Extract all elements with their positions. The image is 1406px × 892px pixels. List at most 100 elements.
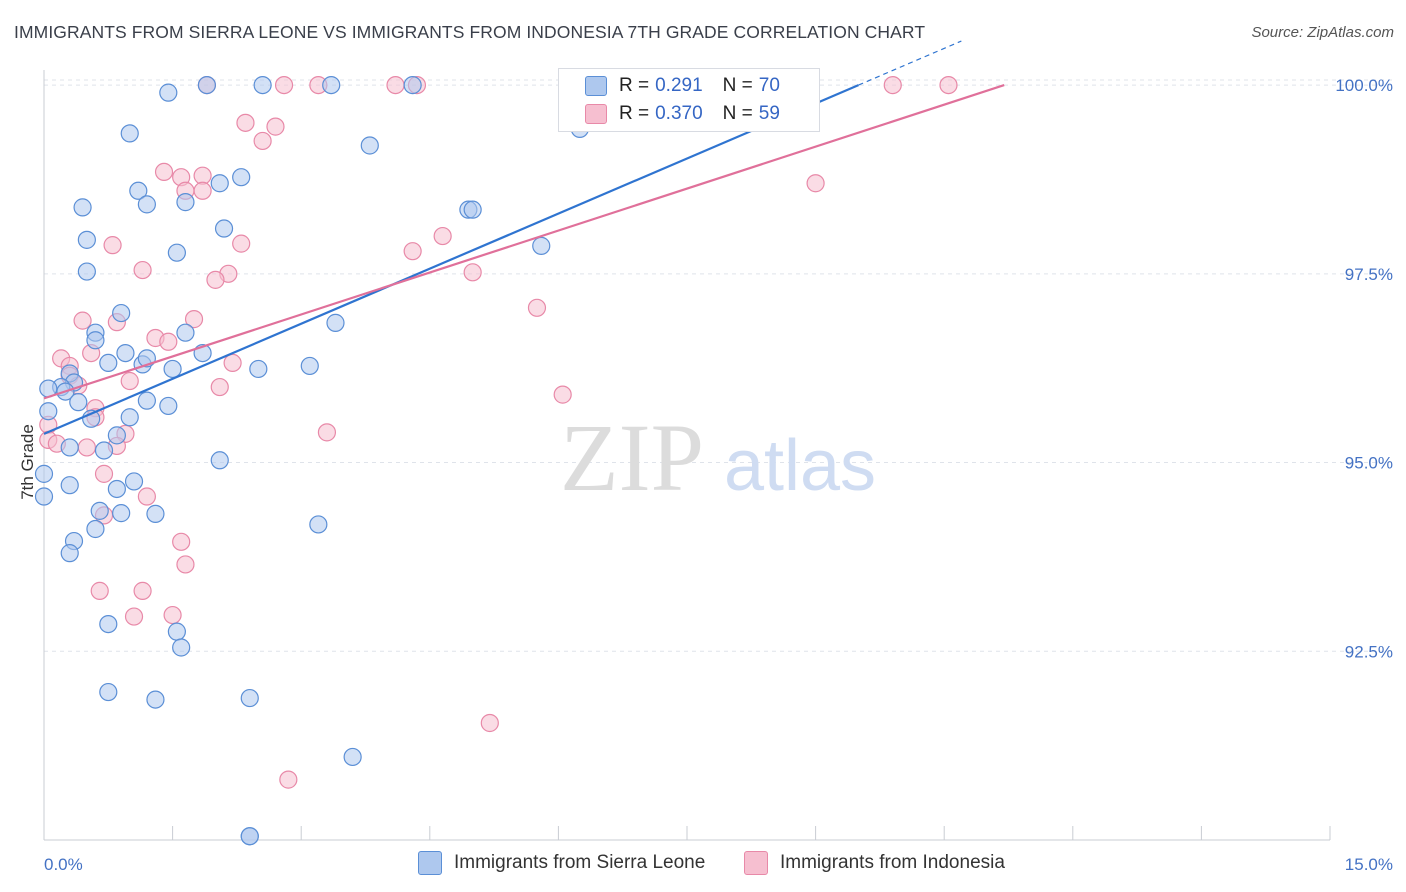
data-point	[137, 391, 156, 410]
data-point	[210, 451, 229, 470]
bottom-legend-indonesia: Immigrants from Indonesia	[744, 851, 1005, 875]
data-point	[112, 303, 131, 323]
legend-r-label: R =	[619, 103, 650, 124]
legend-r-label: R =	[619, 75, 650, 96]
data-point	[240, 827, 259, 846]
y-tick-label: 95.0%	[1345, 454, 1393, 473]
data-point	[266, 117, 285, 136]
data-point	[39, 402, 58, 421]
data-point	[90, 501, 109, 520]
bottom-legend-swatch-pink	[744, 851, 768, 875]
data-point	[146, 504, 165, 523]
data-point	[210, 174, 229, 193]
data-point	[317, 423, 337, 442]
data-point	[60, 438, 79, 457]
data-point	[172, 638, 191, 657]
chart-title: IMMIGRANTS FROM SIERRA LEONE VS IMMIGRAN…	[14, 22, 926, 42]
data-point	[137, 487, 156, 506]
data-point	[232, 168, 251, 187]
legend-n-value: 70	[758, 75, 780, 96]
data-point	[532, 236, 551, 255]
data-point	[193, 166, 212, 185]
data-point	[176, 323, 195, 342]
data-point	[197, 75, 216, 95]
data-point	[184, 310, 204, 329]
data-point	[120, 371, 139, 391]
data-point	[343, 747, 362, 767]
data-point	[553, 385, 572, 404]
data-point	[120, 408, 139, 427]
legend-n-label: N =	[722, 103, 753, 124]
data-point	[159, 83, 178, 102]
data-point	[107, 479, 126, 499]
stats-legend: R = 0.291 N = 70 R = 0.370 N = 59	[558, 68, 820, 132]
data-point	[112, 504, 131, 523]
data-point	[236, 113, 255, 132]
data-point	[463, 263, 482, 282]
legend-r-value: 0.291	[655, 75, 703, 96]
data-point	[232, 234, 251, 253]
data-point	[94, 441, 114, 460]
data-point	[172, 532, 191, 551]
data-point	[527, 298, 547, 317]
data-point	[73, 198, 92, 217]
legend-row-indonesia: R = 0.370 N = 59	[585, 101, 780, 127]
trend-line-sierra-leone	[43, 84, 859, 435]
x-tick-label-min: 0.0%	[44, 855, 83, 874]
data-point	[146, 690, 165, 709]
data-point	[176, 193, 195, 212]
data-point	[480, 713, 499, 733]
data-point	[210, 377, 229, 397]
watermark-atlas: atlas	[724, 426, 876, 506]
data-point	[77, 262, 96, 281]
legend-row-sierra-leone: R = 0.291 N = 70	[585, 73, 780, 99]
watermark-zip: ZIP	[560, 404, 704, 511]
bottom-legend-sierra-leone: Immigrants from Sierra Leone	[418, 851, 705, 875]
data-point	[103, 236, 122, 255]
data-point	[69, 393, 88, 412]
data-point	[133, 581, 152, 600]
data-point	[77, 230, 96, 249]
data-point	[883, 75, 902, 95]
legend-n-label: N =	[722, 75, 753, 96]
data-point	[249, 359, 268, 379]
data-point	[167, 622, 186, 641]
data-point	[360, 136, 379, 155]
y-tick-labels: 92.5% 95.0% 97.5% 100.0%	[1335, 76, 1393, 661]
data-point	[159, 396, 178, 416]
data-point	[300, 356, 319, 376]
data-point	[386, 75, 405, 95]
data-point	[163, 359, 182, 379]
data-point	[90, 581, 109, 600]
bottom-legend-label: Immigrants from Indonesia	[780, 852, 1005, 873]
data-point	[403, 75, 422, 95]
data-point	[159, 332, 178, 351]
data-point	[107, 426, 126, 445]
data-point	[137, 195, 156, 214]
data-point	[253, 131, 272, 151]
y-tick-label: 92.5%	[1345, 642, 1393, 661]
data-point	[77, 438, 96, 457]
data-point	[86, 519, 105, 539]
data-point	[214, 219, 234, 238]
data-point	[403, 242, 422, 261]
data-point	[206, 270, 225, 289]
series-sierra-leone	[34, 75, 589, 846]
data-point	[176, 555, 195, 574]
data-point	[124, 472, 144, 491]
data-point	[253, 75, 272, 95]
source-label: Source: ZipAtlas.com	[1251, 24, 1394, 41]
data-point	[73, 311, 92, 330]
data-point	[86, 331, 105, 350]
bottom-legend-label: Immigrants from Sierra Leone	[454, 852, 706, 873]
data-point	[120, 124, 139, 143]
y-tick-label: 97.5%	[1345, 265, 1393, 284]
data-point	[433, 226, 452, 246]
data-point	[322, 75, 341, 95]
data-point	[939, 75, 958, 95]
bottom-legend-swatch-blue	[418, 851, 442, 875]
legend-swatch-blue	[585, 76, 607, 96]
data-point	[60, 476, 79, 495]
data-point	[326, 313, 345, 332]
trend-lines	[43, 40, 1005, 435]
